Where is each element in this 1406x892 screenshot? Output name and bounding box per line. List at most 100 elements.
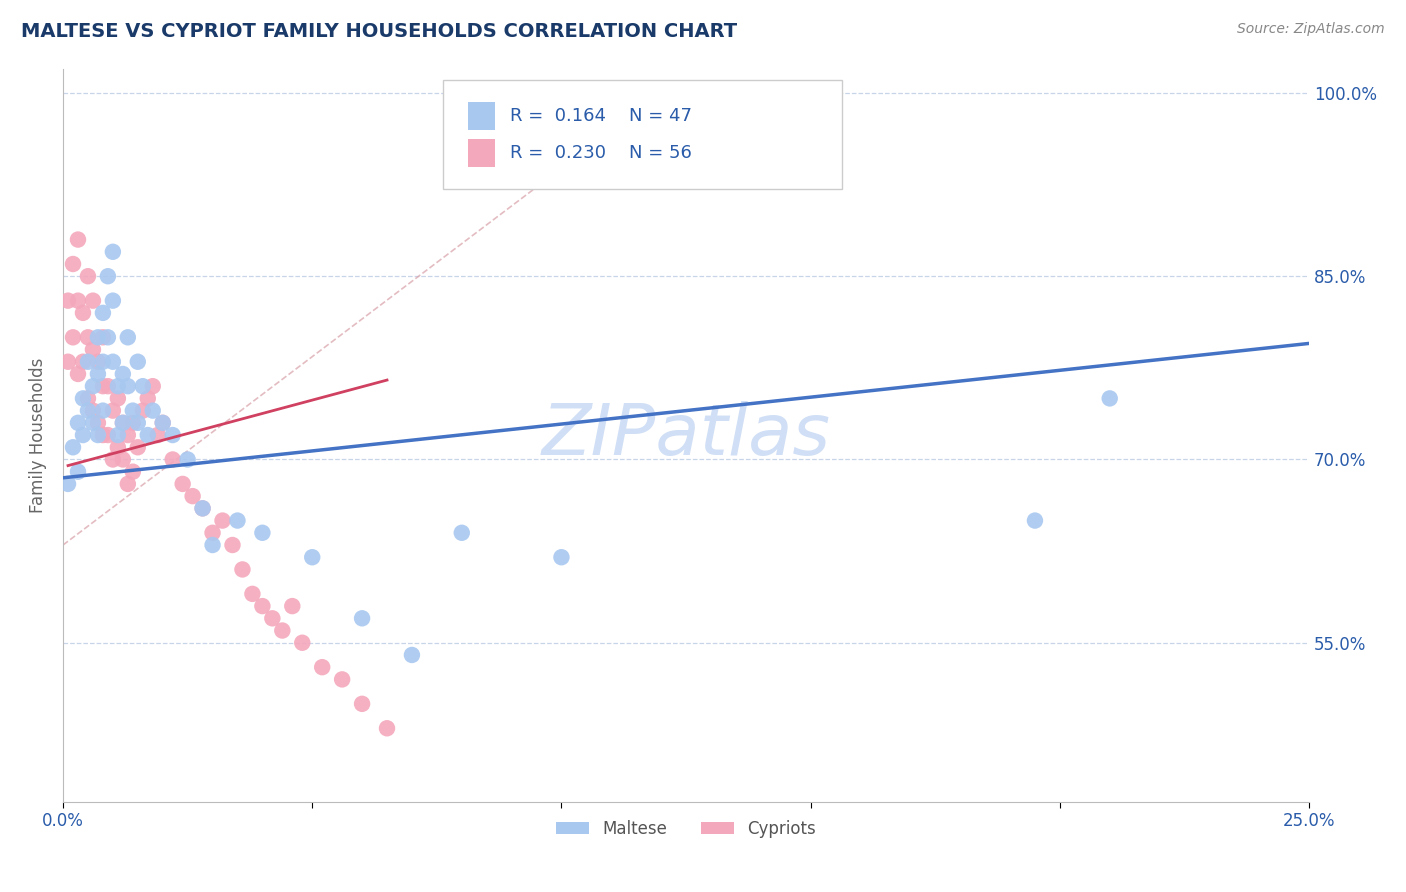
Point bbox=[1098, 392, 1121, 406]
Point bbox=[201, 525, 224, 540]
Point bbox=[77, 403, 100, 417]
Point bbox=[352, 697, 374, 711]
Point bbox=[191, 501, 214, 516]
Point bbox=[72, 428, 94, 442]
Point bbox=[101, 244, 124, 259]
Text: MALTESE VS CYPRIOT FAMILY HOUSEHOLDS CORRELATION CHART: MALTESE VS CYPRIOT FAMILY HOUSEHOLDS COR… bbox=[21, 22, 737, 41]
Point bbox=[72, 306, 94, 320]
Text: ZIPatlas: ZIPatlas bbox=[541, 401, 831, 469]
Point bbox=[97, 330, 120, 344]
Point bbox=[66, 293, 89, 308]
Point bbox=[181, 489, 204, 503]
Point bbox=[66, 233, 89, 247]
Point bbox=[77, 355, 100, 369]
Point bbox=[176, 452, 198, 467]
Point bbox=[87, 367, 110, 381]
Point bbox=[262, 611, 284, 625]
Point bbox=[111, 416, 134, 430]
Point bbox=[91, 428, 114, 442]
Legend: Maltese, Cypriots: Maltese, Cypriots bbox=[550, 814, 823, 845]
Point bbox=[221, 538, 243, 552]
Point bbox=[121, 416, 143, 430]
Point bbox=[201, 538, 224, 552]
Point bbox=[252, 525, 274, 540]
Point bbox=[101, 355, 124, 369]
Point bbox=[281, 599, 304, 613]
FancyBboxPatch shape bbox=[468, 139, 495, 167]
Point bbox=[87, 355, 110, 369]
Point bbox=[101, 452, 124, 467]
Point bbox=[87, 416, 110, 430]
Point bbox=[117, 477, 139, 491]
Point bbox=[142, 403, 165, 417]
FancyBboxPatch shape bbox=[468, 103, 495, 130]
FancyBboxPatch shape bbox=[443, 79, 842, 189]
Point bbox=[62, 330, 84, 344]
Point bbox=[191, 501, 214, 516]
Point bbox=[330, 673, 353, 687]
Point bbox=[162, 452, 184, 467]
Point bbox=[172, 477, 194, 491]
Point bbox=[91, 306, 114, 320]
Point bbox=[91, 330, 114, 344]
Text: Source: ZipAtlas.com: Source: ZipAtlas.com bbox=[1237, 22, 1385, 37]
Point bbox=[450, 525, 472, 540]
Point bbox=[117, 330, 139, 344]
Point bbox=[77, 392, 100, 406]
Point bbox=[82, 416, 104, 430]
Point bbox=[311, 660, 333, 674]
Point bbox=[252, 599, 274, 613]
Point bbox=[162, 428, 184, 442]
Y-axis label: Family Households: Family Households bbox=[30, 358, 46, 513]
Text: R =  0.164    N = 47: R = 0.164 N = 47 bbox=[510, 107, 692, 125]
Point bbox=[352, 611, 374, 625]
Point bbox=[146, 428, 169, 442]
Point bbox=[127, 416, 149, 430]
Point bbox=[117, 379, 139, 393]
Point bbox=[77, 330, 100, 344]
Point bbox=[56, 477, 79, 491]
Point bbox=[107, 428, 129, 442]
Point bbox=[72, 355, 94, 369]
Point bbox=[111, 452, 134, 467]
Point bbox=[62, 257, 84, 271]
Point bbox=[56, 355, 79, 369]
Point bbox=[142, 379, 165, 393]
Point bbox=[136, 392, 159, 406]
Point bbox=[401, 648, 423, 662]
Point bbox=[77, 269, 100, 284]
Point bbox=[101, 293, 124, 308]
Point bbox=[111, 367, 134, 381]
Point bbox=[66, 367, 89, 381]
Point bbox=[211, 514, 233, 528]
Point bbox=[82, 343, 104, 357]
Point bbox=[82, 403, 104, 417]
Point bbox=[231, 562, 253, 576]
Point bbox=[97, 428, 120, 442]
Point bbox=[82, 379, 104, 393]
Point bbox=[97, 269, 120, 284]
Point bbox=[97, 379, 120, 393]
Point bbox=[56, 293, 79, 308]
Point bbox=[82, 293, 104, 308]
Point bbox=[127, 440, 149, 454]
Point bbox=[136, 428, 159, 442]
Point bbox=[91, 403, 114, 417]
Point bbox=[87, 428, 110, 442]
Point bbox=[121, 465, 143, 479]
Point bbox=[72, 392, 94, 406]
Point bbox=[87, 330, 110, 344]
Point bbox=[271, 624, 294, 638]
Point bbox=[107, 440, 129, 454]
Point bbox=[1024, 514, 1046, 528]
Point bbox=[242, 587, 264, 601]
Point bbox=[152, 416, 174, 430]
Point bbox=[375, 721, 398, 735]
Text: R =  0.230    N = 56: R = 0.230 N = 56 bbox=[510, 144, 692, 161]
Point bbox=[550, 550, 572, 565]
Point bbox=[101, 403, 124, 417]
Point bbox=[66, 416, 89, 430]
Point bbox=[117, 428, 139, 442]
Point bbox=[291, 636, 314, 650]
Point bbox=[91, 379, 114, 393]
